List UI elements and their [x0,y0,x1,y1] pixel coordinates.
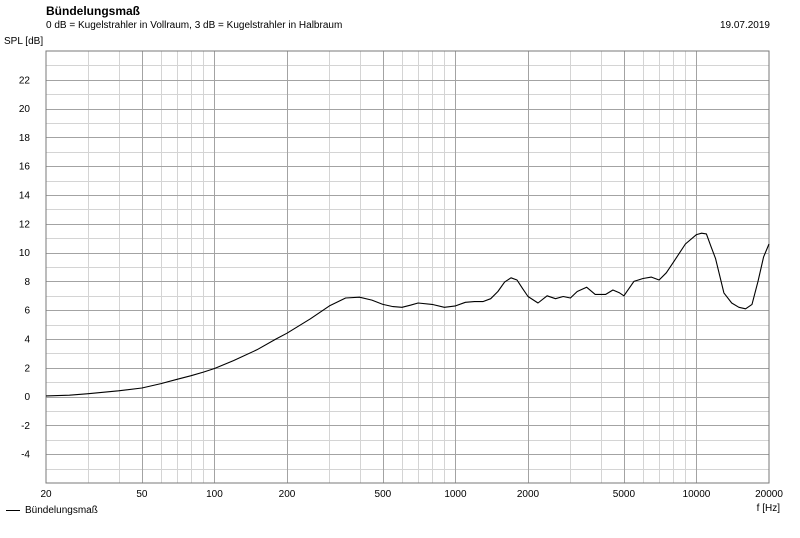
series-lines [45,232,770,397]
chart-title: Bündelungsmaß [46,4,141,18]
y-tick-label: 8 [24,277,30,288]
y-tick-labels: -4 -2 0 2 4 6 8 10 12 14 16 18 20 22 [19,75,31,460]
x-tick-label: 20000 [755,489,783,500]
y-tick-label: -2 [21,421,30,432]
x-tick-label: 5000 [613,489,636,500]
y-tick-label: 10 [19,248,31,259]
series-line [45,232,770,397]
y-tick-label: 18 [19,133,31,144]
x-axis-label: f [Hz] [757,503,781,514]
y-tick-label: 4 [24,335,30,346]
legend-swatch [6,510,20,511]
y-tick-label: 20 [19,104,31,115]
y-axis-label: SPL [dB] [4,36,43,47]
grid-major [46,51,769,483]
x-tick-label: 2000 [517,489,540,500]
y-tick-label: 6 [24,306,30,317]
y-tick-label: 16 [19,162,31,173]
x-tick-label: 20 [40,489,52,500]
y-tick-label: 12 [19,219,31,230]
chart-subtitle: 0 dB = Kugelstrahler in Vollraum, 3 dB =… [46,20,343,31]
x-tick-label: 500 [375,489,392,500]
grid-minor [46,51,769,483]
y-tick-label: 14 [19,191,31,202]
y-tick-label: 22 [19,75,31,86]
legend: Bündelungsmaß [6,505,98,516]
y-tick-label: 0 [24,392,30,403]
x-tick-label: 50 [136,489,148,500]
x-tick-label: 200 [279,489,296,500]
x-tick-label: 10000 [683,489,711,500]
legend-label: Bündelungsmaß [25,505,98,516]
y-tick-label: 2 [24,363,30,374]
y-tick-label: -4 [21,450,30,461]
x-tick-label: 1000 [444,489,467,500]
x-tick-labels: 20 50 100 200 500 1000 2000 5000 10000 20000 [40,489,783,500]
x-tick-label: 100 [206,489,223,500]
chart-date: 19.07.2019 [719,20,770,31]
plot-frame [45,50,770,484]
